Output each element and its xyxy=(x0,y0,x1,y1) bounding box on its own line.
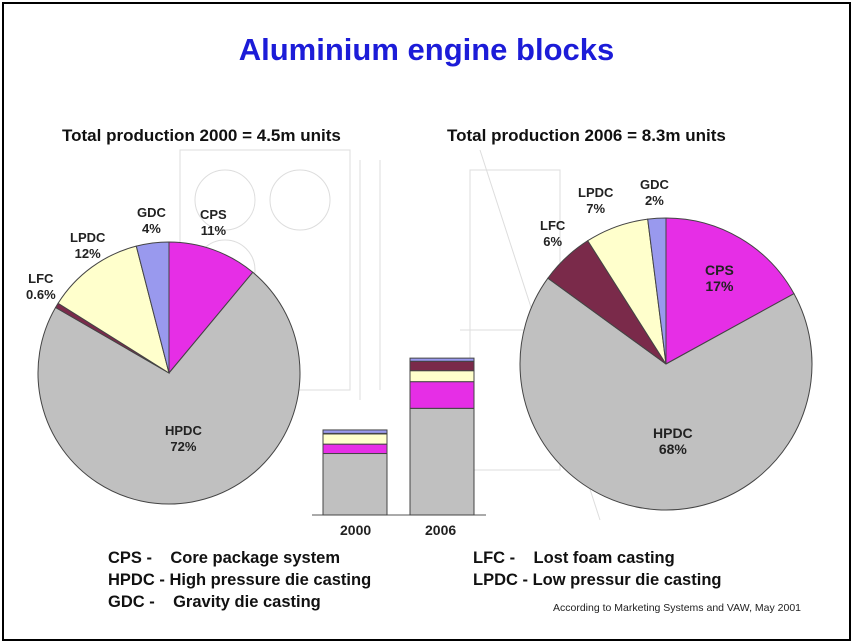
bar-2006-segment-cps xyxy=(409,381,475,409)
pie-2006-slice-gdc xyxy=(647,217,667,365)
label-2006-lpdc: LPDC 7% xyxy=(578,185,614,216)
label-2000-hpdc: HPDC 72% xyxy=(165,423,202,454)
legend-cps: CPS - Core package system xyxy=(108,549,341,567)
bar-2006-segment-lpdc xyxy=(409,370,475,383)
label-2000-lpdc: LPDC 12% xyxy=(70,230,106,261)
legend-lpdc: LPDC - Low pressur die casting xyxy=(473,571,722,589)
pie-2000-slice-gdc xyxy=(135,241,170,374)
pie-2006-slice-hpdc xyxy=(519,277,813,511)
label-2006-cps: CPS 17% xyxy=(705,262,734,294)
pie-2000-slice-lpdc xyxy=(57,245,170,375)
bar-label-2006: 2006 xyxy=(425,522,457,538)
pie-2000-slice-cps xyxy=(168,241,254,375)
bar-2006-segment-hpdc xyxy=(409,407,475,516)
pie-2006-slice-cps xyxy=(665,217,795,365)
bar-2006-segment-lfc xyxy=(409,360,475,372)
bar-2000-segment-lpdc xyxy=(322,433,388,445)
legend-hpdc: HPDC - High pressure die casting xyxy=(108,571,372,589)
label-2000-lfc: LFC 0.6% xyxy=(26,271,56,302)
slide-title: Aluminium engine blocks xyxy=(238,32,615,67)
label-2006-hpdc: HPDC 68% xyxy=(653,425,693,457)
legend-gdc: GDC - Gravity die casting xyxy=(108,593,321,611)
bar-2000-segment-cps xyxy=(322,443,388,455)
bar-2000-segment-gdc xyxy=(322,429,388,434)
bar-2006-segment-gdc xyxy=(409,357,475,362)
pie-2000-title: Total production 2000 = 4.5m units xyxy=(62,126,341,145)
label-2006-lfc: LFC 6% xyxy=(540,218,566,249)
label-2000-gdc: GDC 4% xyxy=(137,205,166,236)
label-2000-cps: CPS 11% xyxy=(200,207,227,238)
label-2006-gdc: GDC 2% xyxy=(640,177,669,208)
legend-lfc: LFC - Lost foam casting xyxy=(473,549,675,567)
pie-2006-title: Total production 2006 = 8.3m units xyxy=(447,126,726,145)
pie-2000-slice-hpdc xyxy=(37,271,301,505)
bar-label-2000: 2000 xyxy=(340,522,372,538)
source-note: According to Marketing Systems and VAW, … xyxy=(553,602,802,614)
bar-2000-segment-hpdc xyxy=(322,453,388,516)
